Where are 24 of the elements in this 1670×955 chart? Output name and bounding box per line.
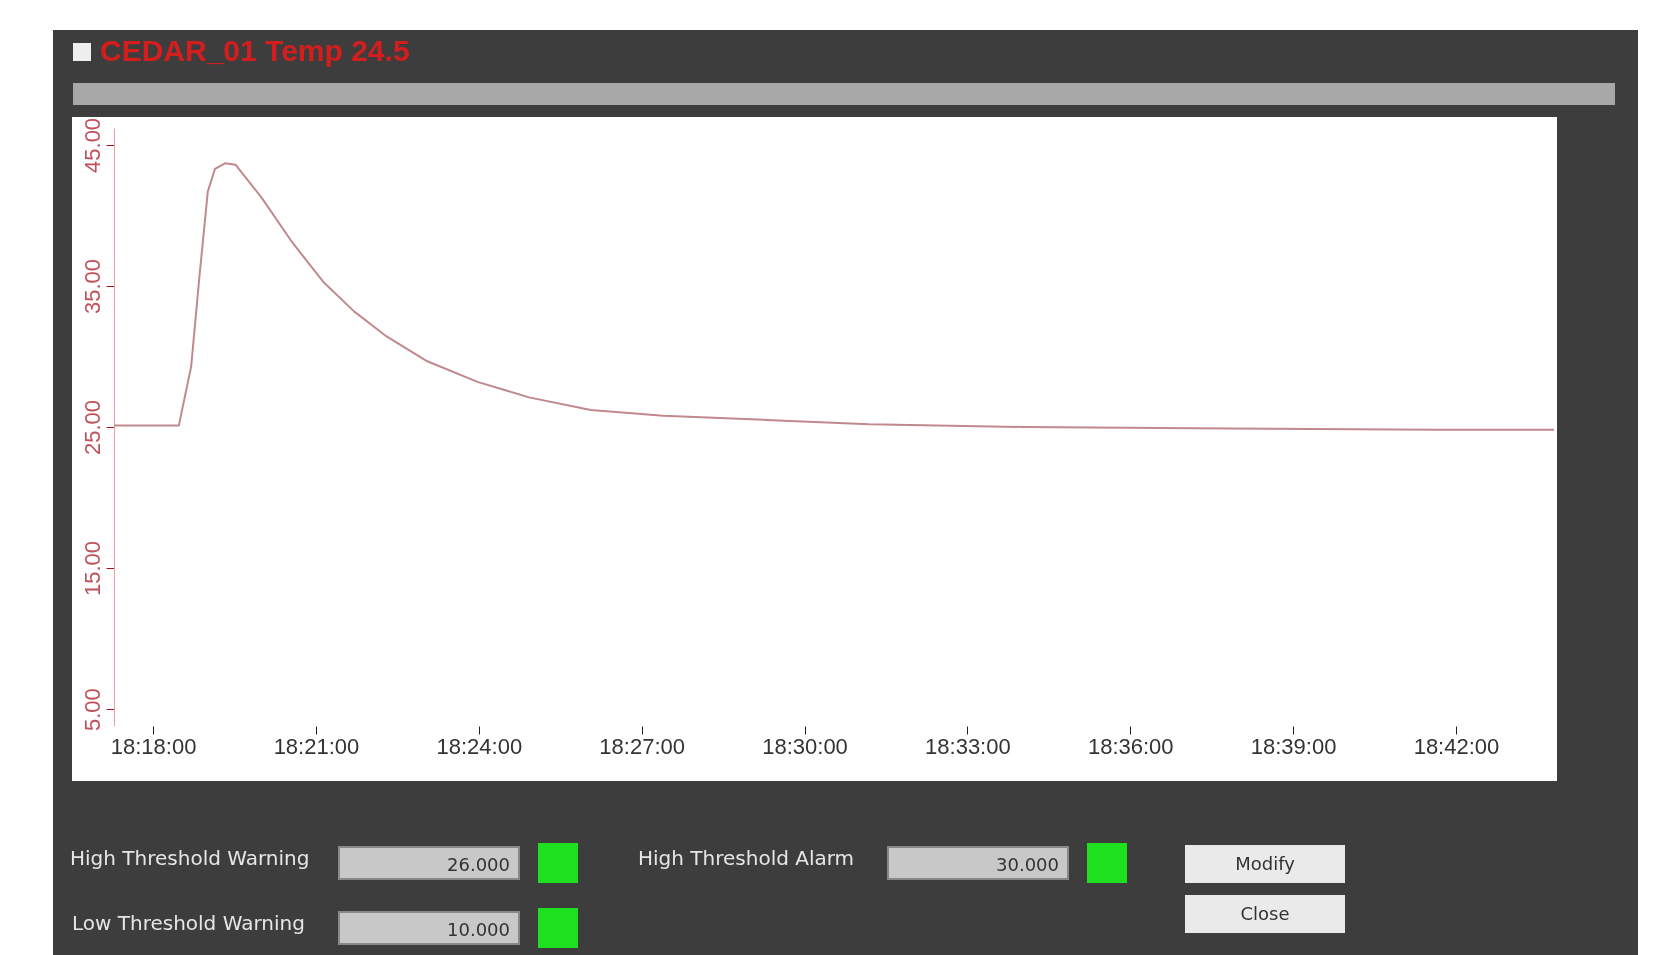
text: Low Threshold Warning bbox=[72, 911, 305, 935]
x-tick-label: 18:42:00 bbox=[1413, 733, 1500, 759]
x-tick-label: 18:27:00 bbox=[599, 733, 685, 759]
y-tick-label: 15.00 bbox=[79, 541, 105, 597]
y-tick-label: 5.00 bbox=[79, 688, 105, 731]
x-tick-label: 18:30:00 bbox=[762, 733, 848, 759]
text: Close bbox=[1185, 895, 1345, 933]
y-tick-label: 35.00 bbox=[79, 258, 105, 314]
text: 10.000 bbox=[338, 911, 520, 945]
y-tick-label: 25.00 bbox=[79, 399, 105, 456]
text: Modify bbox=[1185, 845, 1345, 883]
text: 30.000 bbox=[887, 846, 1069, 880]
x-tick-label: 18:21:00 bbox=[273, 733, 360, 759]
y-tick-label: 45.00 bbox=[79, 117, 105, 173]
x-tick-label: 18:24:00 bbox=[436, 733, 523, 759]
line-series bbox=[113, 162, 1555, 431]
text: High Threshold Warning bbox=[70, 846, 310, 870]
text: 26.000 bbox=[338, 846, 520, 880]
x-tick-label: 18:39:00 bbox=[1250, 733, 1337, 759]
chart-title: CEDAR_01 Temp 24.5 bbox=[100, 34, 410, 68]
text: High Threshold Alarm bbox=[638, 846, 855, 870]
x-tick-label: 18:36:00 bbox=[1087, 733, 1174, 759]
x-tick-label: 18:33:00 bbox=[925, 733, 1011, 759]
x-tick-label: 18:18:00 bbox=[110, 733, 197, 759]
